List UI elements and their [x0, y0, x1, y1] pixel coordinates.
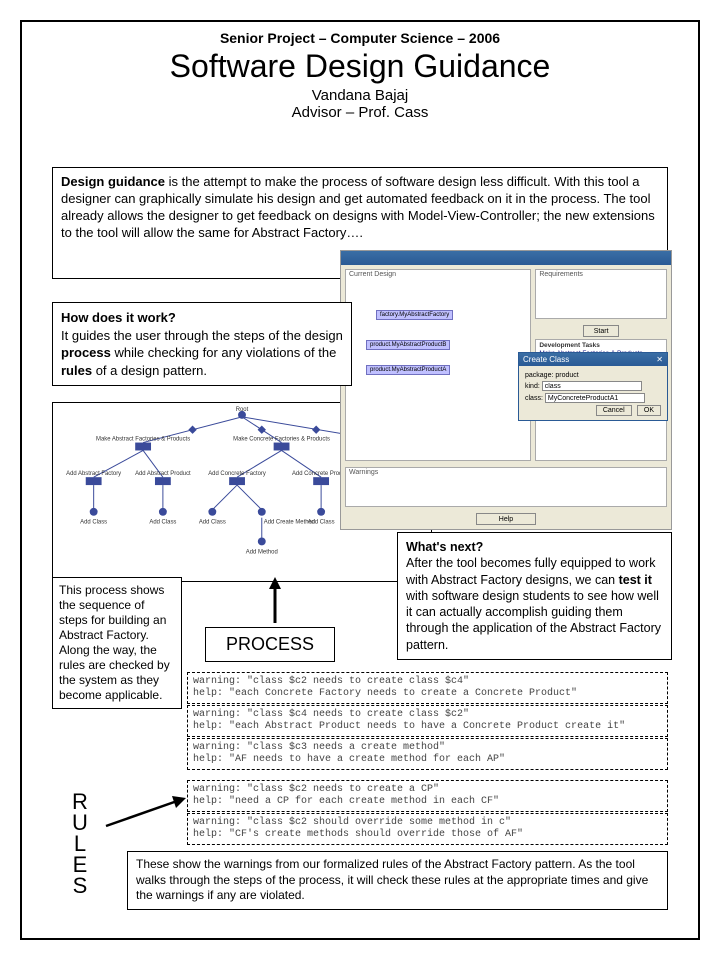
intro-lead: Design guidance	[61, 174, 165, 189]
how-it-works-box: How does it work? It guides the user thr…	[52, 302, 352, 386]
help-button[interactable]: Help	[476, 513, 536, 525]
page-border: Senior Project – Computer Science – 2006…	[20, 20, 700, 940]
ok-button[interactable]: OK	[637, 405, 661, 416]
svg-text:Add Abstract Factory: Add Abstract Factory	[66, 471, 121, 477]
class-chip: product.MyAbstractProductA	[366, 365, 450, 375]
rules-stack: warning: "class $c2 needs to create clas…	[187, 672, 668, 846]
svg-text:Add Method: Add Method	[246, 549, 278, 555]
rule-box: warning: "class $c2 should override some…	[187, 813, 668, 845]
class-field[interactable]	[545, 393, 645, 403]
rule-box: warning: "class $c2 needs to create a CP…	[187, 780, 668, 812]
svg-text:Add Class: Add Class	[199, 520, 226, 526]
rule-box: warning: "class $c2 needs to create clas…	[187, 672, 668, 704]
rule-box: warning: "class $c3 needs a create metho…	[187, 738, 668, 770]
process-arrow-icon	[260, 577, 290, 632]
svg-text:Root: Root	[236, 407, 249, 413]
poster-title: Software Design Guidance	[22, 48, 698, 85]
author: Vandana Bajaj	[22, 87, 698, 104]
svg-text:Add Abstract Product: Add Abstract Product	[135, 471, 191, 477]
cancel-button[interactable]: Cancel	[596, 405, 632, 416]
app-titlebar	[341, 251, 671, 265]
kind-field[interactable]	[542, 381, 642, 391]
start-button[interactable]: Start	[583, 325, 619, 337]
dialog-titlebar: Create Class ✕	[519, 353, 667, 366]
whats-next-box: What's next? After the tool becomes full…	[397, 532, 672, 660]
svg-text:Make Abstract Factories & Prod: Make Abstract Factories & Products	[96, 437, 190, 443]
rules-description: These show the warnings from our formali…	[127, 851, 668, 910]
svg-text:Make Concrete Factories & Prod: Make Concrete Factories & Products	[233, 437, 330, 443]
svg-text:Add Class: Add Class	[149, 520, 176, 526]
class-chip: factory.MyAbstractFactory	[376, 310, 453, 320]
poster-header: Senior Project – Computer Science – 2006…	[22, 22, 698, 121]
dialog-title: Create Class	[523, 355, 569, 364]
svg-text:Add Class: Add Class	[308, 520, 335, 526]
svg-text:Add Concrete Factory: Add Concrete Factory	[208, 471, 266, 477]
advisor: Advisor – Prof. Cass	[22, 104, 698, 121]
how-body: It guides the user through the steps of …	[61, 327, 343, 380]
create-class-dialog: Create Class ✕ package: product kind: cl…	[518, 352, 668, 421]
close-icon[interactable]: ✕	[656, 355, 663, 364]
whats-next-body: After the tool becomes fully equipped to…	[406, 555, 663, 653]
warnings-panel: Warnings	[345, 467, 667, 507]
process-label: PROCESS	[205, 627, 335, 662]
svg-text:Add Class: Add Class	[80, 520, 107, 526]
subheading: Senior Project – Computer Science – 2006	[22, 30, 698, 46]
rules-arrow-icon	[102, 792, 192, 837]
how-question: How does it work?	[61, 309, 343, 327]
class-chip: product.MyAbstractProductB	[366, 340, 450, 350]
rule-box: warning: "class $c4 needs to create clas…	[187, 705, 668, 737]
current-design-pane: Current Design factory.MyAbstractFactory…	[345, 269, 531, 461]
whats-next-heading: What's next?	[406, 539, 663, 555]
requirements-panel: Requirements	[535, 269, 667, 319]
pane-title: Current Design	[346, 270, 530, 279]
process-description: This process shows the sequence of steps…	[52, 577, 182, 709]
rules-vertical-label: RULES	[72, 792, 88, 896]
